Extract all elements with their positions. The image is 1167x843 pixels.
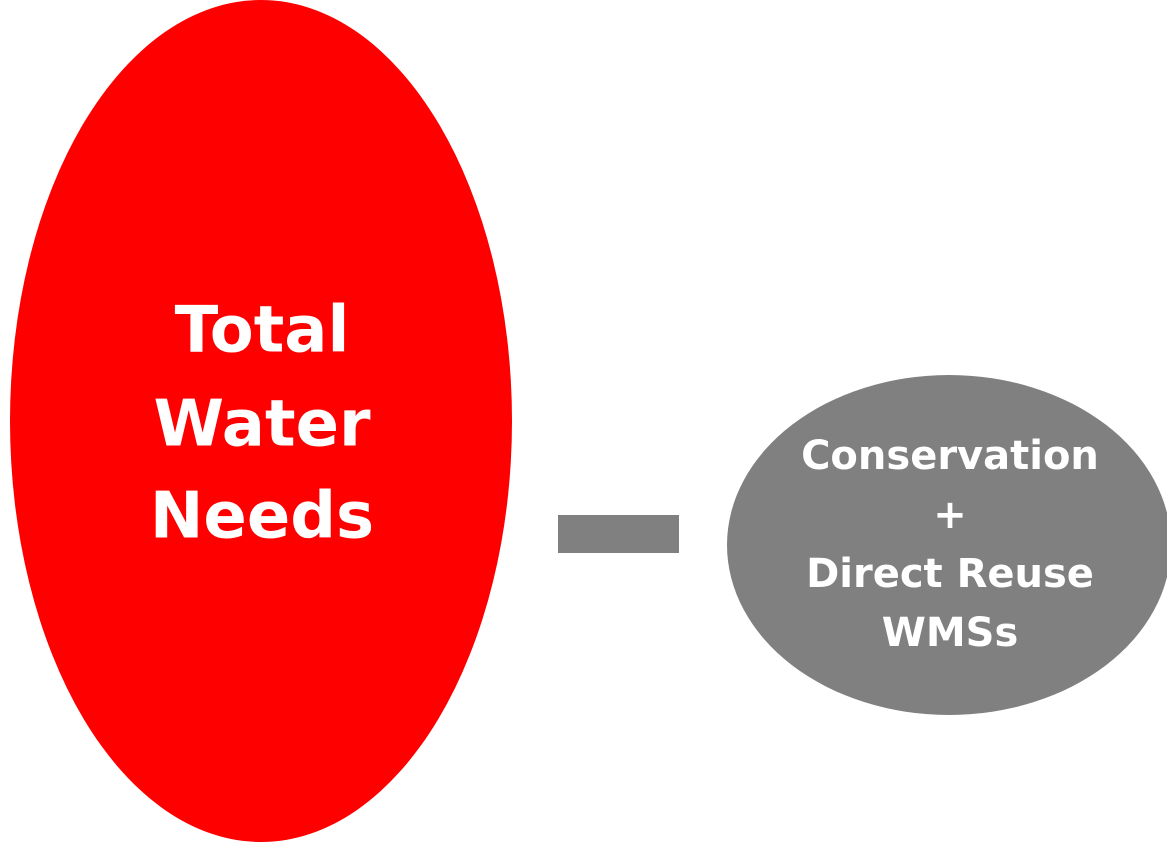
node-label: WMSs xyxy=(882,610,1019,656)
node-label: Total xyxy=(175,294,350,368)
node-label: Conservation xyxy=(801,433,1099,479)
conservation-ellipse xyxy=(727,375,1167,715)
node-label: Water xyxy=(153,388,371,462)
node-label: Direct Reuse xyxy=(806,551,1094,597)
node-label: + xyxy=(933,492,967,538)
minus-sign xyxy=(558,515,679,553)
total-needs-ellipse xyxy=(10,0,512,842)
node-label: Needs xyxy=(150,480,374,554)
